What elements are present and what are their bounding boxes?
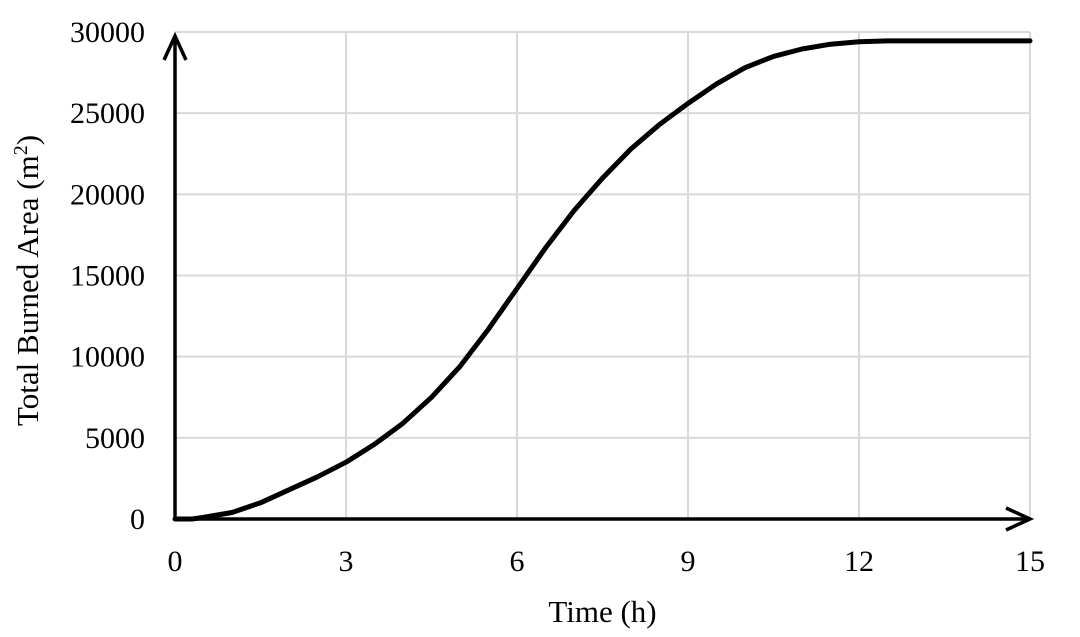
x-tick-label-3: 9 [681,545,696,578]
x-tick-label-5: 15 [1015,545,1045,578]
axes [162,31,1035,532]
y-tick-label-6: 30000 [70,16,145,49]
y-axis-arrowhead [162,31,188,61]
x-axis-title: Time (h) [548,594,656,629]
y-tick-labels: 0 5000 10000 15000 20000 25000 30000 [70,16,145,536]
series-line-0 [172,38,1033,522]
y-tick-label-4: 20000 [70,178,145,211]
y-axis-title-close: ) [10,135,45,145]
x-axis-arrowhead [1005,506,1035,532]
x-tick-label-1: 3 [339,545,354,578]
x-tick-label-0: 0 [168,545,183,578]
gridlines [175,31,1031,519]
y-tick-label-3: 15000 [70,260,145,293]
y-tick-label-1: 5000 [85,422,145,455]
y-axis-title-superscript: 2 [10,145,32,155]
y-axis-title: Total Burned Area (m2) [10,135,45,426]
x-tick-labels: 0 3 6 9 12 15 [168,545,1046,578]
y-tick-label-2: 10000 [70,341,145,374]
x-tick-label-2: 6 [510,545,525,578]
x-tick-label-4: 12 [844,545,874,578]
y-tick-label-5: 25000 [70,97,145,130]
y-tick-label-0: 0 [130,503,145,536]
series [172,38,1033,522]
y-axis-title-main: Total Burned Area (m [10,155,45,426]
